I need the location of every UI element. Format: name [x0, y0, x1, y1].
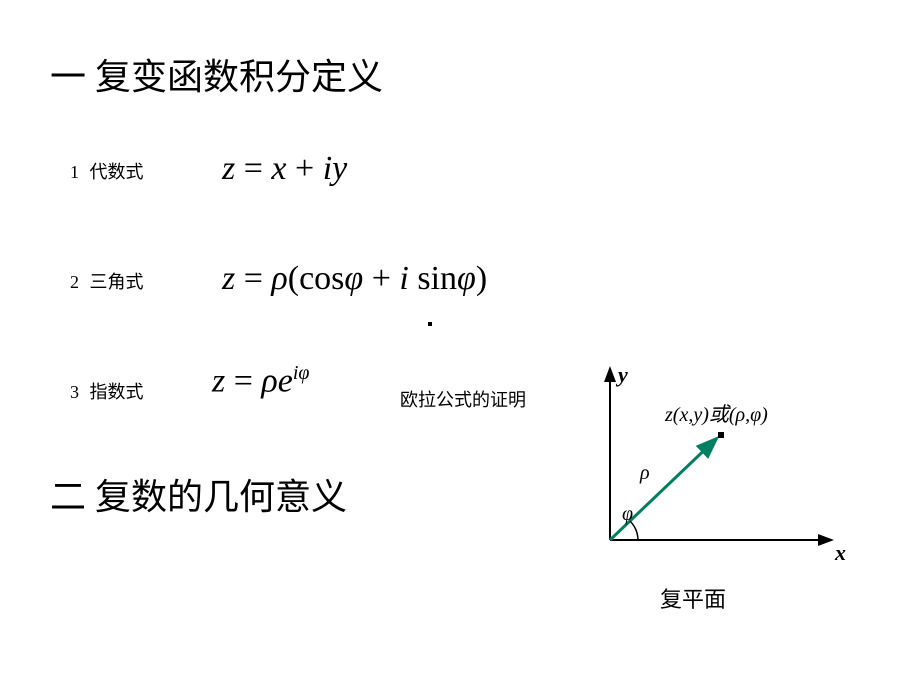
diagram-caption: 复平面 — [660, 582, 726, 614]
row2-label: 2 三角式 — [70, 268, 144, 294]
row1-formula: z = x + iy — [222, 150, 347, 188]
rho-label: ρ — [640, 462, 650, 485]
section-heading-2: 二 复数的几何意义 — [50, 468, 347, 520]
row2-text: 三角式 — [90, 272, 144, 292]
row3-note: 欧拉公式的证明 — [400, 386, 526, 412]
row3-text: 指数式 — [90, 382, 144, 402]
row1-text: 代数式 — [90, 162, 144, 182]
point-z-label: z(x,y)或(ρ,φ) — [665, 398, 768, 427]
complex-plane-diagram: y x z(x,y)或(ρ,φ) ρ φ 复平面 — [570, 360, 870, 620]
row3-formula: z = ρeiφ — [212, 362, 309, 400]
phi-label: φ — [622, 503, 633, 526]
row1-label: 1 代数式 — [70, 158, 144, 184]
slide-position-indicator — [428, 322, 432, 326]
y-axis-label: y — [618, 362, 628, 388]
section-heading-1: 一 复变函数积分定义 — [50, 48, 383, 100]
row3-label: 3 指数式 — [70, 378, 144, 404]
row2-num: 2 — [70, 272, 79, 292]
x-axis-label: x — [835, 540, 846, 566]
row2-formula: z = ρ(cosφ + i sinφ) — [222, 260, 487, 298]
row1-num: 1 — [70, 162, 79, 182]
point-z-dot — [718, 432, 724, 438]
row3-num: 3 — [70, 382, 79, 402]
